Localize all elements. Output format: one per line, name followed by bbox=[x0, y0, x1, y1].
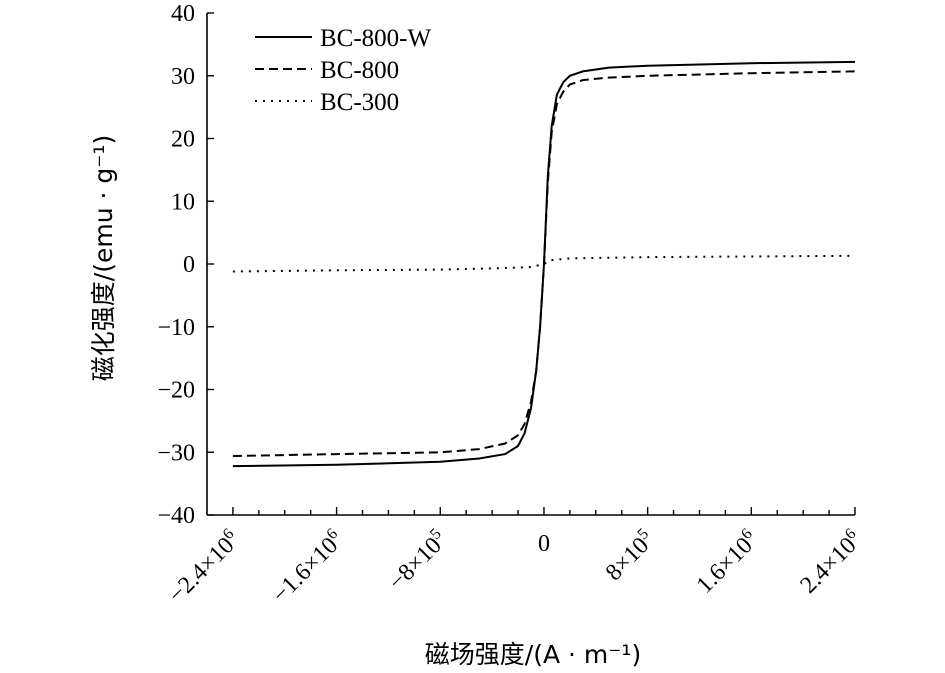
legend: BC-800-W BC-800 BC-300 bbox=[255, 25, 432, 116]
x-tick-label: 0 bbox=[538, 531, 550, 557]
y-tick-label: 10 bbox=[171, 189, 195, 215]
y-tick-label: 0 bbox=[183, 252, 195, 278]
x-tick-label: 1.6×106 bbox=[690, 525, 763, 598]
y-tick-label: −30 bbox=[157, 440, 195, 466]
series-line-bc-800 bbox=[232, 70, 856, 457]
y-tick-label: −40 bbox=[157, 503, 195, 529]
ticks: 40 30 20 10 0 −10 −20 −30 −40−2.4×106 −1.6×106 −8×… bbox=[157, 1, 867, 608]
x-tick-label: −1.6×106 bbox=[266, 525, 349, 608]
x-axis-title: 磁场强度/(A · m⁻¹) bbox=[425, 640, 641, 669]
series-line-bc-300 bbox=[232, 254, 856, 273]
axes bbox=[206, 13, 855, 516]
legend-label: BC-800-W bbox=[320, 25, 432, 52]
x-tick-label: −2.4×106 bbox=[162, 525, 245, 608]
y-tick-label: −20 bbox=[157, 378, 195, 404]
y-tick-label: −10 bbox=[157, 315, 195, 341]
series-layer bbox=[232, 60, 856, 468]
y-tick-label: 20 bbox=[171, 127, 195, 153]
y-tick-label: 40 bbox=[171, 1, 195, 27]
y-tick-label: 30 bbox=[171, 64, 195, 90]
legend-label: BC-300 bbox=[320, 89, 399, 116]
x-tick-label: 2.4×106 bbox=[794, 525, 867, 598]
y-axis-title: 磁化强度/(emu · g⁻¹) bbox=[89, 135, 118, 381]
legend-label: BC-800 bbox=[320, 57, 399, 84]
x-tick-label: −8×105 bbox=[382, 525, 452, 595]
x-tick-label: 8×105 bbox=[599, 525, 659, 585]
